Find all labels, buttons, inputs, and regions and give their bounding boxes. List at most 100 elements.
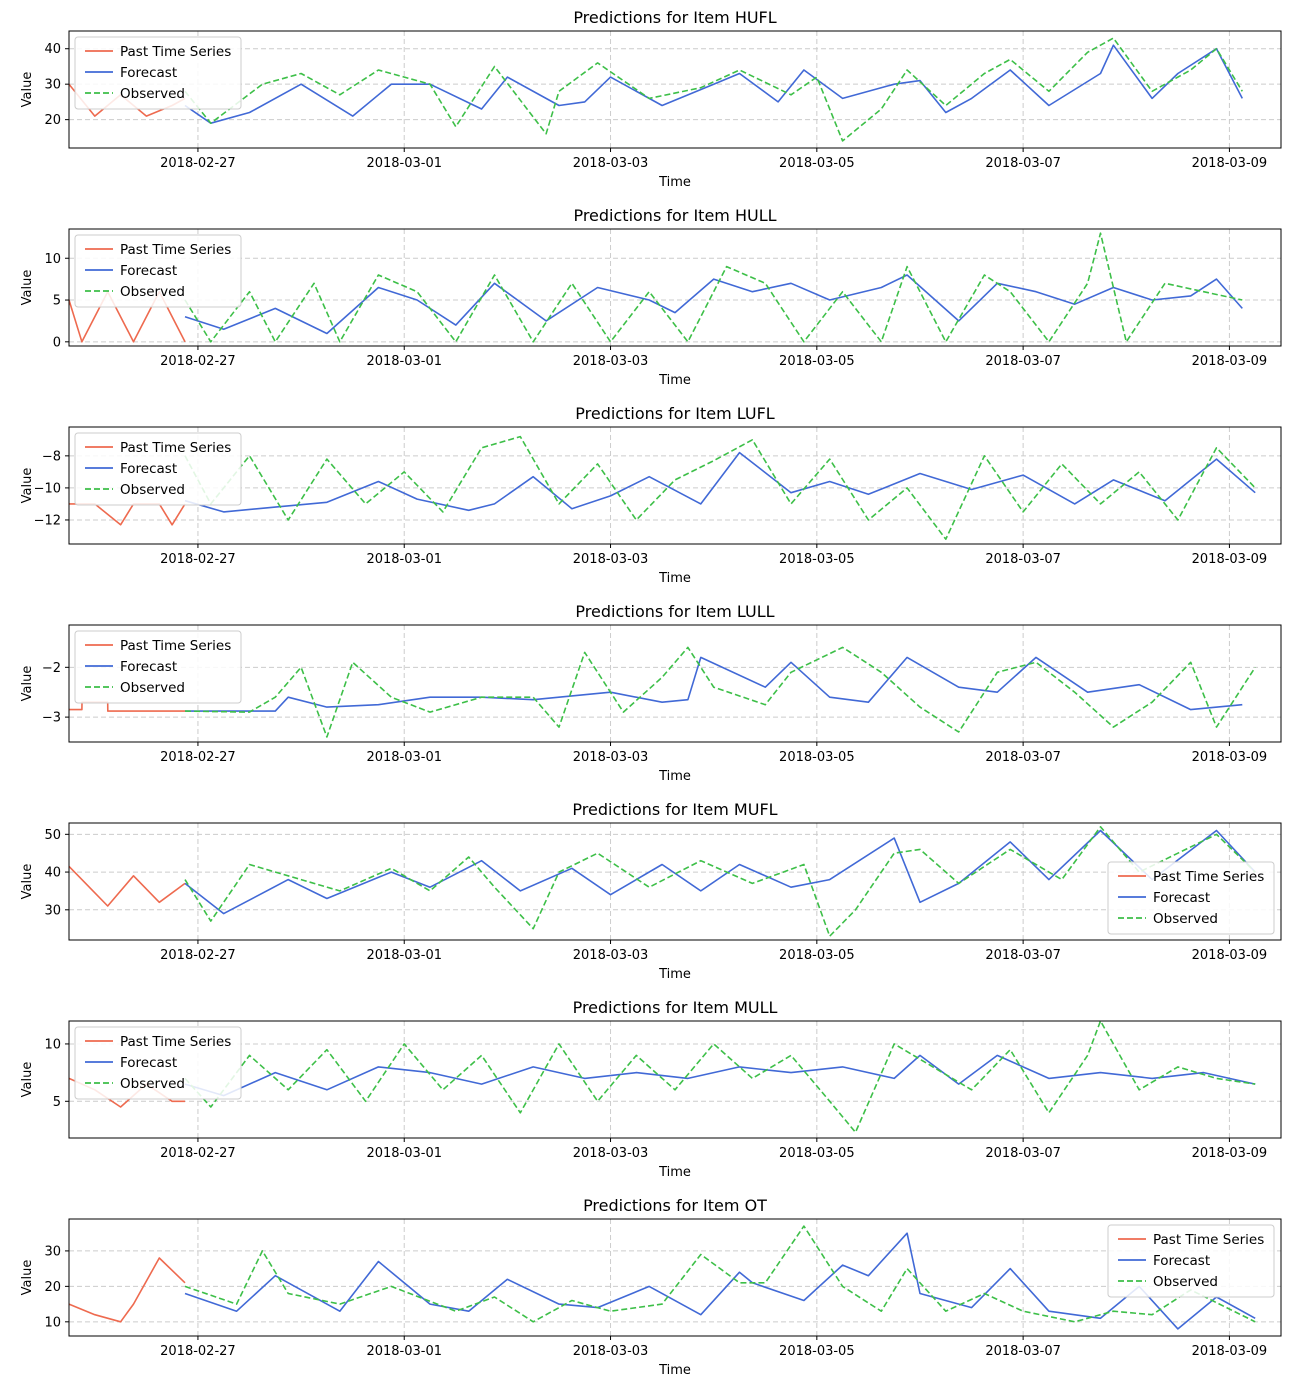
legend-label: Forecast xyxy=(120,659,177,675)
legend-label: Observed xyxy=(120,284,185,300)
y-tick-label: −10 xyxy=(34,481,61,496)
subplot-hufl: Predictions for Item HUFL 2018-02-27 2018-… xyxy=(20,8,1282,190)
series-line-forecast xyxy=(184,44,1244,124)
legend-box xyxy=(1107,1224,1275,1298)
axes-frame xyxy=(68,822,1282,941)
series-line-forecast xyxy=(184,451,1256,513)
y-tick-label: 10 xyxy=(44,1037,61,1052)
x-tick-label: 2018-03-09 xyxy=(1192,948,1268,963)
x-tick-label: 2018-03-07 xyxy=(985,156,1061,171)
legend-label: Observed xyxy=(120,86,185,102)
x-tick-label: 2018-02-27 xyxy=(160,948,236,963)
chart-title: Predictions for Item HUFL xyxy=(573,8,776,27)
y-tick-label: 30 xyxy=(44,78,61,93)
x-tick-label: 2018-03-05 xyxy=(779,354,855,369)
y-tick-label: 10 xyxy=(44,252,61,267)
legend-box xyxy=(74,36,242,110)
y-tick-label: 30 xyxy=(44,903,61,918)
series-line-forecast xyxy=(184,829,1256,915)
x-tick-label: 2018-03-03 xyxy=(573,750,649,765)
x-tick-label: 2018-03-05 xyxy=(779,750,855,765)
y-tick-label: 5 xyxy=(53,294,61,309)
x-tick-label: 2018-03-07 xyxy=(985,354,1061,369)
y-axis-label: Value xyxy=(20,468,35,504)
axes-frame xyxy=(68,624,1282,743)
x-axis-label: Time xyxy=(658,373,691,388)
x-tick-label: 2018-03-03 xyxy=(573,948,649,963)
legend-label: Forecast xyxy=(1153,1253,1210,1269)
axes-frame xyxy=(68,30,1282,149)
legend-box xyxy=(74,1026,242,1100)
y-axis-label: Value xyxy=(20,666,35,702)
x-tick-label: 2018-02-27 xyxy=(160,750,236,765)
x-tick-label: 2018-03-09 xyxy=(1192,1344,1268,1359)
legend: Past Time Series Forecast Observed xyxy=(74,1026,242,1100)
y-tick-label: 20 xyxy=(44,1280,61,1295)
legend-label: Observed xyxy=(120,482,185,498)
series-line-past xyxy=(69,701,185,712)
y-axis-label: Value xyxy=(20,864,35,900)
x-tick-label: 2018-02-27 xyxy=(160,552,236,567)
x-tick-label: 2018-03-01 xyxy=(366,354,442,369)
legend-label: Forecast xyxy=(120,65,177,81)
series-line-forecast xyxy=(184,274,1243,335)
y-tick-label: 10 xyxy=(44,1315,61,1330)
legend-box xyxy=(74,432,242,506)
legend: Past Time Series Forecast Observed xyxy=(1107,1224,1275,1298)
legend-label: Past Time Series xyxy=(1153,1232,1264,1248)
legend-box xyxy=(1107,861,1275,935)
legend-label: Past Time Series xyxy=(120,1034,231,1050)
x-tick-label: 2018-03-03 xyxy=(573,1146,649,1161)
x-tick-label: 2018-03-07 xyxy=(985,1146,1061,1161)
axes-frame xyxy=(68,1218,1282,1337)
chart-title: Predictions for Item HULL xyxy=(573,206,776,225)
series-line-observed xyxy=(184,1225,1256,1323)
y-tick-label: 0 xyxy=(53,335,61,350)
y-axis-label: Value xyxy=(20,1260,35,1296)
legend-box xyxy=(74,234,242,308)
subplot-hull: Predictions for Item HULL 2018-02-27 2018-… xyxy=(20,206,1282,388)
chart-title: Predictions for Item MULL xyxy=(573,998,778,1017)
x-tick-label: 2018-03-01 xyxy=(366,552,442,567)
x-tick-label: 2018-03-09 xyxy=(1192,750,1268,765)
legend: Past Time Series Forecast Observed xyxy=(74,36,242,110)
y-axis-label: Value xyxy=(20,270,35,306)
series-line-past xyxy=(69,502,186,526)
legend-label: Forecast xyxy=(120,263,177,279)
x-tick-label: 2018-03-09 xyxy=(1192,1146,1268,1161)
x-tick-label: 2018-03-07 xyxy=(985,1344,1061,1359)
x-tick-label: 2018-03-05 xyxy=(779,1344,855,1359)
x-tick-label: 2018-03-05 xyxy=(779,948,855,963)
y-tick-label: 30 xyxy=(44,1244,61,1259)
legend-label: Observed xyxy=(1153,1274,1218,1290)
series-line-past xyxy=(69,865,186,907)
series-line-past xyxy=(69,1257,186,1323)
y-tick-label: 50 xyxy=(44,828,61,843)
x-tick-label: 2018-03-09 xyxy=(1192,156,1268,171)
y-tick-label: 40 xyxy=(44,42,61,57)
x-tick-label: 2018-03-05 xyxy=(779,552,855,567)
x-tick-label: 2018-02-27 xyxy=(160,156,236,171)
legend-label: Observed xyxy=(1153,911,1218,927)
legend: Past Time Series Forecast Observed xyxy=(74,234,242,308)
x-tick-label: 2018-03-01 xyxy=(366,1146,442,1161)
legend-label: Observed xyxy=(120,680,185,696)
plot-area xyxy=(69,1225,1256,1330)
y-tick-label: −3 xyxy=(42,711,61,726)
subplot-ot: Predictions for Item OT 2018-02-27 2018-03… xyxy=(20,1196,1282,1378)
series-line-forecast xyxy=(185,656,1243,712)
x-tick-label: 2018-03-07 xyxy=(985,552,1061,567)
legend-box xyxy=(74,630,242,704)
legend-label: Past Time Series xyxy=(120,44,231,60)
y-axis-label: Value xyxy=(20,1062,35,1098)
series-line-observed xyxy=(184,232,1243,343)
chart-title: Predictions for Item LUFL xyxy=(575,404,775,423)
series-line-observed xyxy=(184,37,1243,142)
axes-frame xyxy=(68,426,1282,545)
x-tick-label: 2018-03-05 xyxy=(779,1146,855,1161)
x-tick-label: 2018-03-03 xyxy=(573,156,649,171)
x-axis-label: Time xyxy=(658,967,691,982)
series-line-observed xyxy=(184,646,1256,738)
y-tick-label: −12 xyxy=(34,513,61,528)
